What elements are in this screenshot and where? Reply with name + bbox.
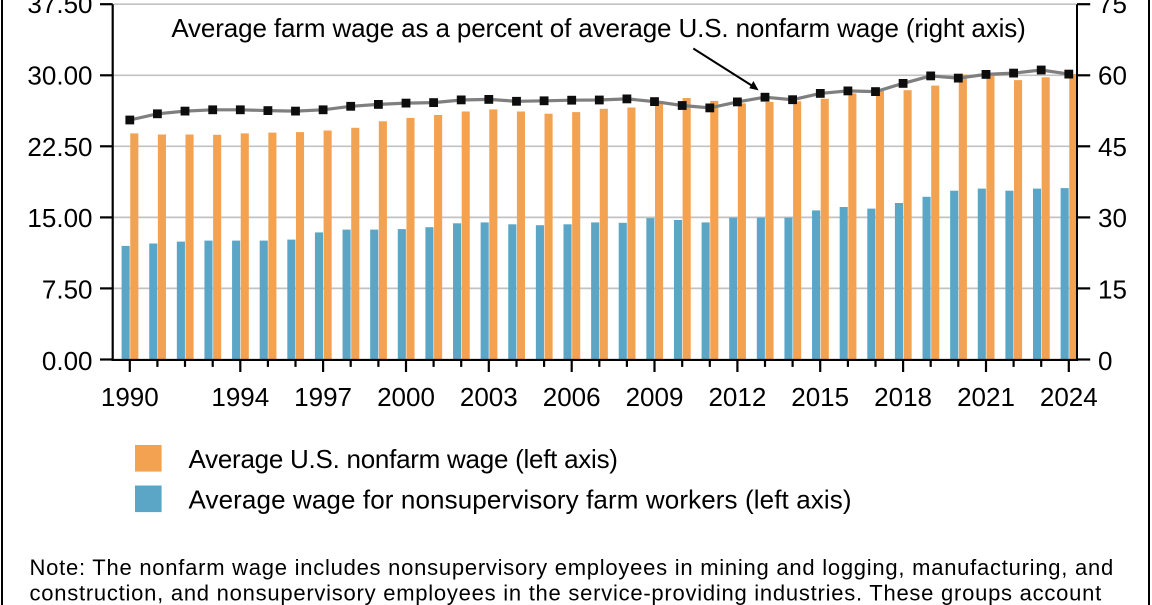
svg-text:15: 15 xyxy=(1098,275,1127,305)
svg-text:37.50: 37.50 xyxy=(27,0,92,19)
svg-text:30: 30 xyxy=(1098,203,1127,233)
svg-text:75: 75 xyxy=(1098,0,1127,19)
svg-text:2018: 2018 xyxy=(874,382,932,412)
svg-text:0.00: 0.00 xyxy=(42,346,93,376)
svg-text:15.00: 15.00 xyxy=(27,203,92,233)
svg-text:7.50: 7.50 xyxy=(42,275,93,305)
svg-text:2006: 2006 xyxy=(543,382,601,412)
svg-text:1997: 1997 xyxy=(294,382,352,412)
svg-text:Average farm wage as a percent: Average farm wage as a percent of averag… xyxy=(171,13,1025,43)
svg-text:30.00: 30.00 xyxy=(27,60,92,90)
svg-text:2003: 2003 xyxy=(460,382,518,412)
svg-text:1990: 1990 xyxy=(101,382,159,412)
svg-text:2012: 2012 xyxy=(708,382,766,412)
svg-text:2021: 2021 xyxy=(957,382,1015,412)
svg-text:2024: 2024 xyxy=(1040,382,1098,412)
svg-text:2009: 2009 xyxy=(626,382,684,412)
svg-text:0: 0 xyxy=(1098,346,1112,376)
svg-text:Average wage for nonsupervisor: Average wage for nonsupervisory farm wor… xyxy=(189,484,852,514)
svg-text:2000: 2000 xyxy=(377,382,435,412)
svg-text:60: 60 xyxy=(1098,60,1127,90)
svg-text:Average U.S. nonfarm wage (lef: Average U.S. nonfarm wage (left axis) xyxy=(189,444,618,474)
svg-text:construction, and nonsuperviso: construction, and nonsupervisory employe… xyxy=(30,580,1102,605)
svg-text:45: 45 xyxy=(1098,132,1127,162)
svg-text:1994: 1994 xyxy=(211,382,269,412)
svg-text:Note: The nonfarm wage include: Note: The nonfarm wage includes nonsuper… xyxy=(30,555,1114,580)
svg-text:22.50: 22.50 xyxy=(27,132,92,162)
svg-text:2015: 2015 xyxy=(791,382,849,412)
